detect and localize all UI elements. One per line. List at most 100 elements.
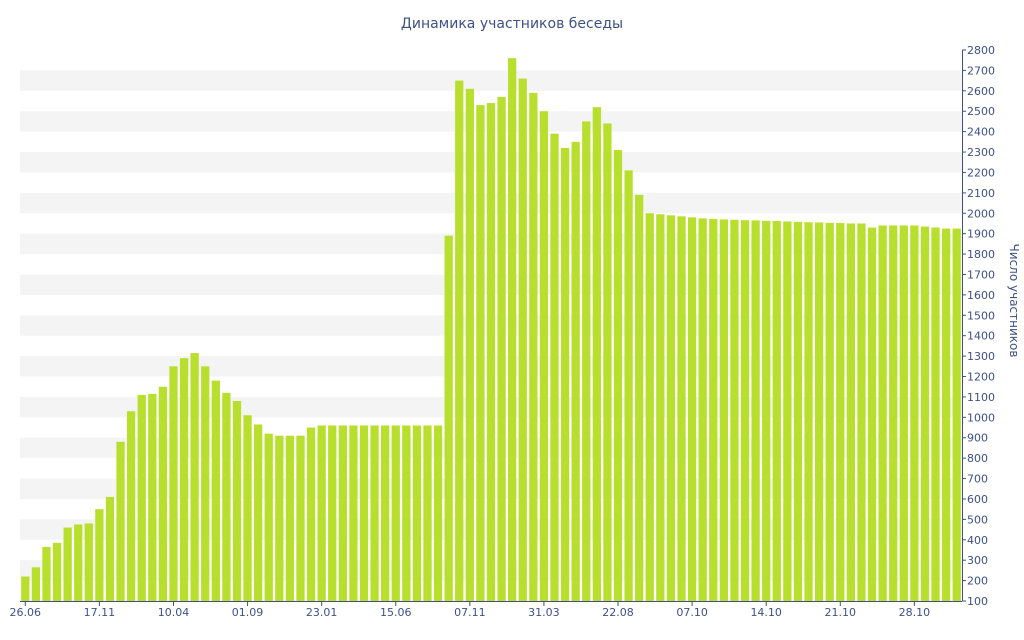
bar [31, 567, 41, 601]
bar [359, 425, 369, 601]
bar [857, 223, 866, 602]
y-tick-label: 900 [967, 432, 988, 445]
bar [328, 425, 337, 601]
chart-title: Динамика участников беседы [401, 16, 623, 32]
bar [814, 222, 824, 601]
bar [645, 213, 654, 601]
y-tick-label: 2200 [967, 166, 995, 179]
bar [381, 425, 390, 601]
bar [846, 223, 855, 602]
bar [730, 219, 739, 602]
bar [201, 366, 210, 601]
bar [52, 542, 62, 601]
x-axis: 26.06 17.11 10.04 01.09 23.01 15.06 07.11 31.03… [10, 601, 931, 619]
y-tick-label: 2000 [967, 207, 995, 220]
bar [867, 227, 877, 602]
bar [698, 218, 707, 601]
y-tick-label: 2400 [967, 126, 995, 139]
y-tick-label: 1600 [967, 289, 995, 302]
y-tick-label: 800 [967, 452, 988, 465]
bar [889, 225, 898, 601]
bar [476, 105, 485, 601]
bar [550, 133, 559, 602]
bar [613, 149, 623, 602]
bar-series [21, 58, 961, 602]
bar [603, 123, 612, 601]
bar [296, 435, 305, 601]
y-tick-label: 400 [967, 534, 988, 547]
bar [455, 80, 464, 602]
bar [486, 103, 496, 601]
bar [825, 222, 834, 601]
bar [740, 220, 750, 601]
bar [444, 235, 453, 602]
bar [222, 392, 231, 601]
bar [910, 225, 919, 601]
bar [243, 415, 252, 601]
y-tick-label: 100 [967, 595, 988, 608]
bar [529, 92, 538, 601]
y-axis-label: Число участников [1007, 244, 1021, 358]
x-tick-label: 31.03 [528, 606, 560, 619]
x-tick-label: 21.10 [825, 606, 857, 619]
bar [677, 216, 686, 601]
bar [423, 425, 432, 601]
bar [793, 221, 803, 601]
bar [116, 441, 125, 601]
x-tick-label: 28.10 [899, 606, 931, 619]
y-tick-label: 1800 [967, 248, 995, 261]
bar [719, 219, 728, 602]
bar [211, 380, 220, 601]
bar [931, 227, 940, 602]
y-tick-label: 1400 [967, 330, 995, 343]
bar [402, 425, 411, 601]
x-tick-label: 07.11 [454, 606, 486, 619]
x-tick-label: 15.06 [380, 606, 412, 619]
bar [836, 223, 845, 601]
bar [804, 222, 813, 601]
bar [84, 523, 93, 601]
bar [920, 226, 930, 601]
bar [751, 220, 760, 601]
bar [169, 366, 178, 601]
bar [952, 228, 961, 601]
y-tick-label: 500 [967, 513, 988, 526]
bar [497, 96, 506, 601]
y-tick-label: 2500 [967, 105, 995, 118]
bar [433, 425, 443, 601]
y-tick-label: 2600 [967, 85, 995, 98]
bar [158, 386, 168, 601]
bar [349, 425, 358, 601]
bar [190, 353, 199, 601]
y-tick-label: 2700 [967, 64, 995, 77]
y-axis: 100 200 300 400 500 600 700 800 900 1000 1100 1200 1… [962, 44, 995, 608]
bar [762, 220, 771, 601]
bar [285, 435, 295, 601]
y-tick-label: 2100 [967, 187, 995, 200]
bar [63, 527, 72, 601]
x-tick-label: 07.10 [676, 606, 708, 619]
bar [582, 121, 591, 601]
bar [539, 111, 549, 601]
bar [518, 78, 527, 601]
bar [899, 225, 908, 601]
bar [391, 425, 400, 601]
bar [370, 425, 379, 601]
bar [21, 576, 30, 601]
x-tick-label: 22.08 [602, 606, 634, 619]
bar [179, 358, 189, 601]
bar [137, 394, 146, 601]
y-tick-label: 1000 [967, 411, 995, 424]
bar [412, 425, 422, 601]
bar [306, 427, 316, 601]
x-tick-label: 10.04 [158, 606, 190, 619]
bar [666, 215, 676, 602]
bar [687, 217, 697, 601]
x-tick-label: 26.06 [10, 606, 42, 619]
bar [254, 424, 263, 601]
bar [338, 425, 347, 601]
bar [783, 221, 792, 601]
bar [127, 411, 136, 601]
y-tick-label: 1700 [967, 268, 995, 281]
